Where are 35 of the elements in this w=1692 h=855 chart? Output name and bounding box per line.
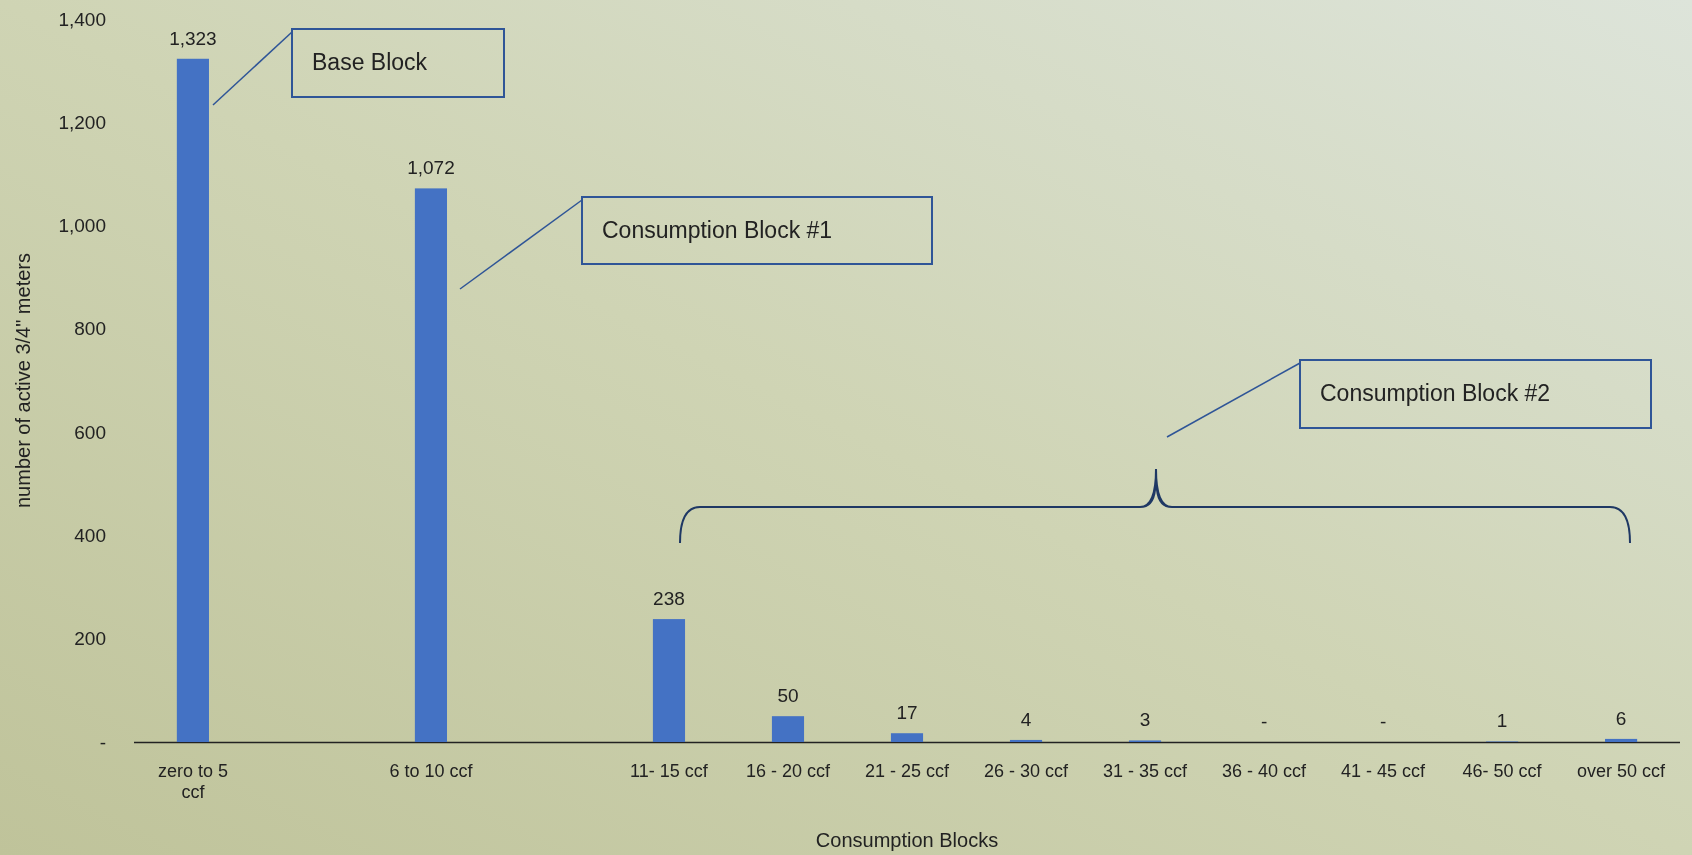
x-tick-label: zero to 5 ccf: [157, 760, 228, 803]
data-label: 17: [896, 702, 918, 724]
y-tick-label: -: [99, 731, 106, 753]
y-tick-label: 1,200: [58, 111, 106, 133]
y-tick-label: 200: [74, 628, 106, 650]
annotation: Consumption Block #1: [602, 216, 833, 243]
data-label: 4: [1020, 708, 1032, 730]
y-tick-label: 600: [74, 421, 106, 443]
y-axis-title: number of active 3/4" meters: [12, 253, 34, 508]
x-tick-label: 36 - 40 ccf: [1222, 760, 1308, 781]
y-tick-label: 1,000: [58, 215, 106, 237]
y-tick-label: 1,400: [58, 8, 106, 30]
x-tick-label: 6 to 10 ccf: [389, 760, 474, 781]
x-tick-label: over 50 ccf: [1577, 760, 1667, 781]
data-label: 50: [777, 685, 799, 707]
annotation: Base Block: [312, 49, 428, 75]
x-tick-label: 46- 50 ccf: [1462, 760, 1543, 781]
x-tick-label: 16 - 20 ccf: [745, 760, 831, 781]
x-axis-title: Consumption Blocks: [815, 829, 999, 851]
x-tick-label: 41 - 45 ccf: [1341, 760, 1427, 781]
data-label: 3: [1139, 709, 1151, 731]
data-label: -: [1260, 711, 1268, 732]
data-label: 1: [1496, 710, 1508, 732]
x-tick-label: 31 - 35 ccf: [1103, 760, 1189, 781]
data-label: 1,323: [169, 27, 217, 49]
annotation: Consumption Block #2: [1320, 380, 1551, 406]
data-label: 238: [653, 588, 685, 610]
data-label: 1,072: [407, 157, 455, 179]
data-label: 6: [1615, 707, 1627, 729]
x-tick-label: 21 - 25 ccf: [864, 760, 951, 781]
y-tick-label: 800: [74, 318, 106, 340]
x-tick-label: 11- 15 ccf: [630, 760, 709, 781]
data-label: -: [1379, 711, 1387, 732]
x-tick-label: 26 - 30 ccf: [983, 760, 1070, 781]
y-tick-label: 400: [74, 525, 106, 547]
